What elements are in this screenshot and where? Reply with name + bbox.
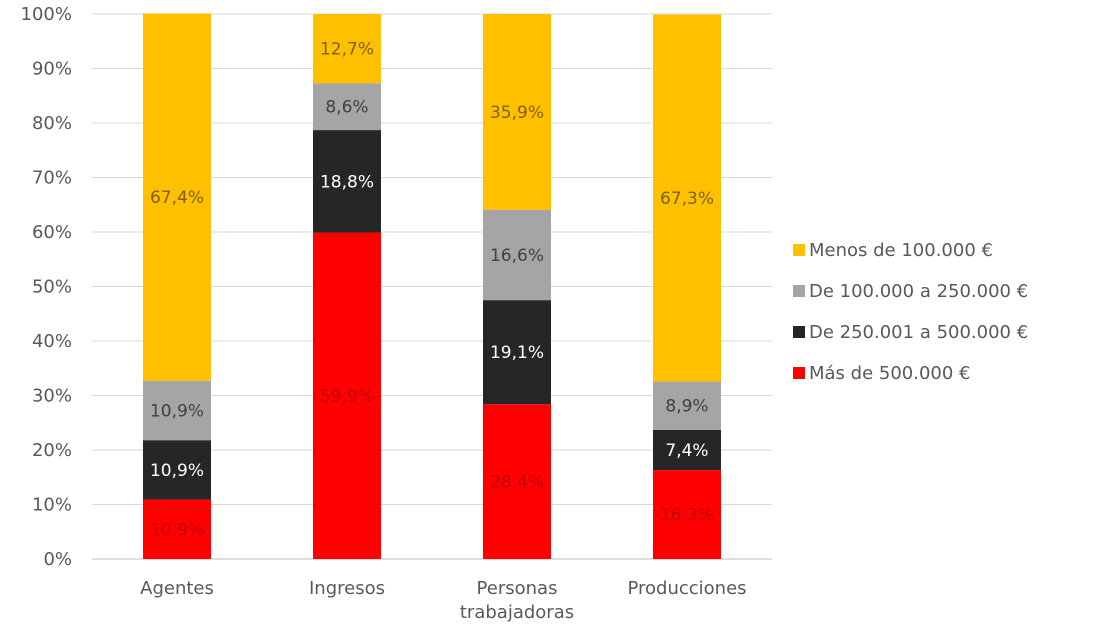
bar-segment [143,440,211,500]
bar-segment [653,14,721,382]
data-label: 16,6% [490,246,544,266]
y-tick-label: 20% [32,440,72,461]
data-label: 16,3% [660,506,714,526]
bar-segment [653,429,721,471]
legend: Menos de 100.000 € De 100.000 a 250.000 €… [793,240,1028,384]
x-tick-label: Producciones [627,578,746,599]
y-tick-label: 60% [32,222,72,243]
data-label: 67,4% [150,188,204,208]
bar-segment [143,380,211,441]
data-label: 8,9% [665,397,708,417]
data-label: 59,9% [320,387,374,407]
bar-segment [313,130,381,233]
y-tick-label: 80% [32,113,72,134]
y-tick-label: 100% [21,4,72,25]
y-tick-label: 30% [32,386,72,407]
y-tick-label: 0% [43,549,72,570]
legend-swatch [793,367,805,379]
bar-segment [143,13,211,381]
x-tick-label: Agentes [140,578,214,599]
data-label: 7,4% [665,441,708,461]
y-tick-label: 10% [32,495,72,516]
y-tick-label: 50% [32,277,72,298]
data-label: 10,9% [150,401,204,421]
data-label: 10,9% [150,520,204,540]
bars: 10,9% 10,9% 10,9% 67,4% 59,9% 18,8% 8,6% 12,7% 2… [143,13,721,560]
legend-swatch [793,285,805,297]
legend-swatch [793,326,805,338]
data-label: 8,6% [325,98,368,118]
bar-segment [483,14,551,210]
x-tick-label: Ingresos [309,578,385,599]
x-tick-label: trabajadoras [460,602,574,623]
y-tick-label: 40% [32,331,72,352]
data-label: 28,4% [490,473,544,493]
data-label: 67,3% [660,189,714,209]
bar-segment [313,83,381,131]
x-axis: Agentes Ingresos Personas trabajadoras Produ… [140,578,746,623]
legend-label: Más de 500.000 € [809,363,971,384]
bar-segment [653,381,721,430]
bar-segment [653,470,721,559]
legend-label: De 100.000 a 250.000 € [809,281,1028,302]
x-tick-label: Personas [477,578,558,599]
y-tick-label: 70% [32,168,72,189]
data-label: 10,9% [150,461,204,481]
data-label: 18,8% [320,172,374,192]
bar-segment [313,232,381,560]
bar-segment [483,300,551,405]
y-tick-label: 90% [32,59,72,80]
bar-segment [143,499,211,559]
bar-segment [483,209,551,301]
legend-swatch [793,244,805,256]
legend-label: Menos de 100.000 € [809,240,993,261]
data-label: 12,7% [320,40,374,60]
data-label: 35,9% [490,103,544,123]
bar-segment [483,404,551,559]
y-axis: 0% 10% 20% 30% 40% 50% 60% 70% 80% 90% 100% [21,4,72,570]
bar-segment [313,14,381,84]
data-label: 19,1% [490,343,544,363]
legend-label: De 250.001 a 500.000 € [809,322,1028,343]
